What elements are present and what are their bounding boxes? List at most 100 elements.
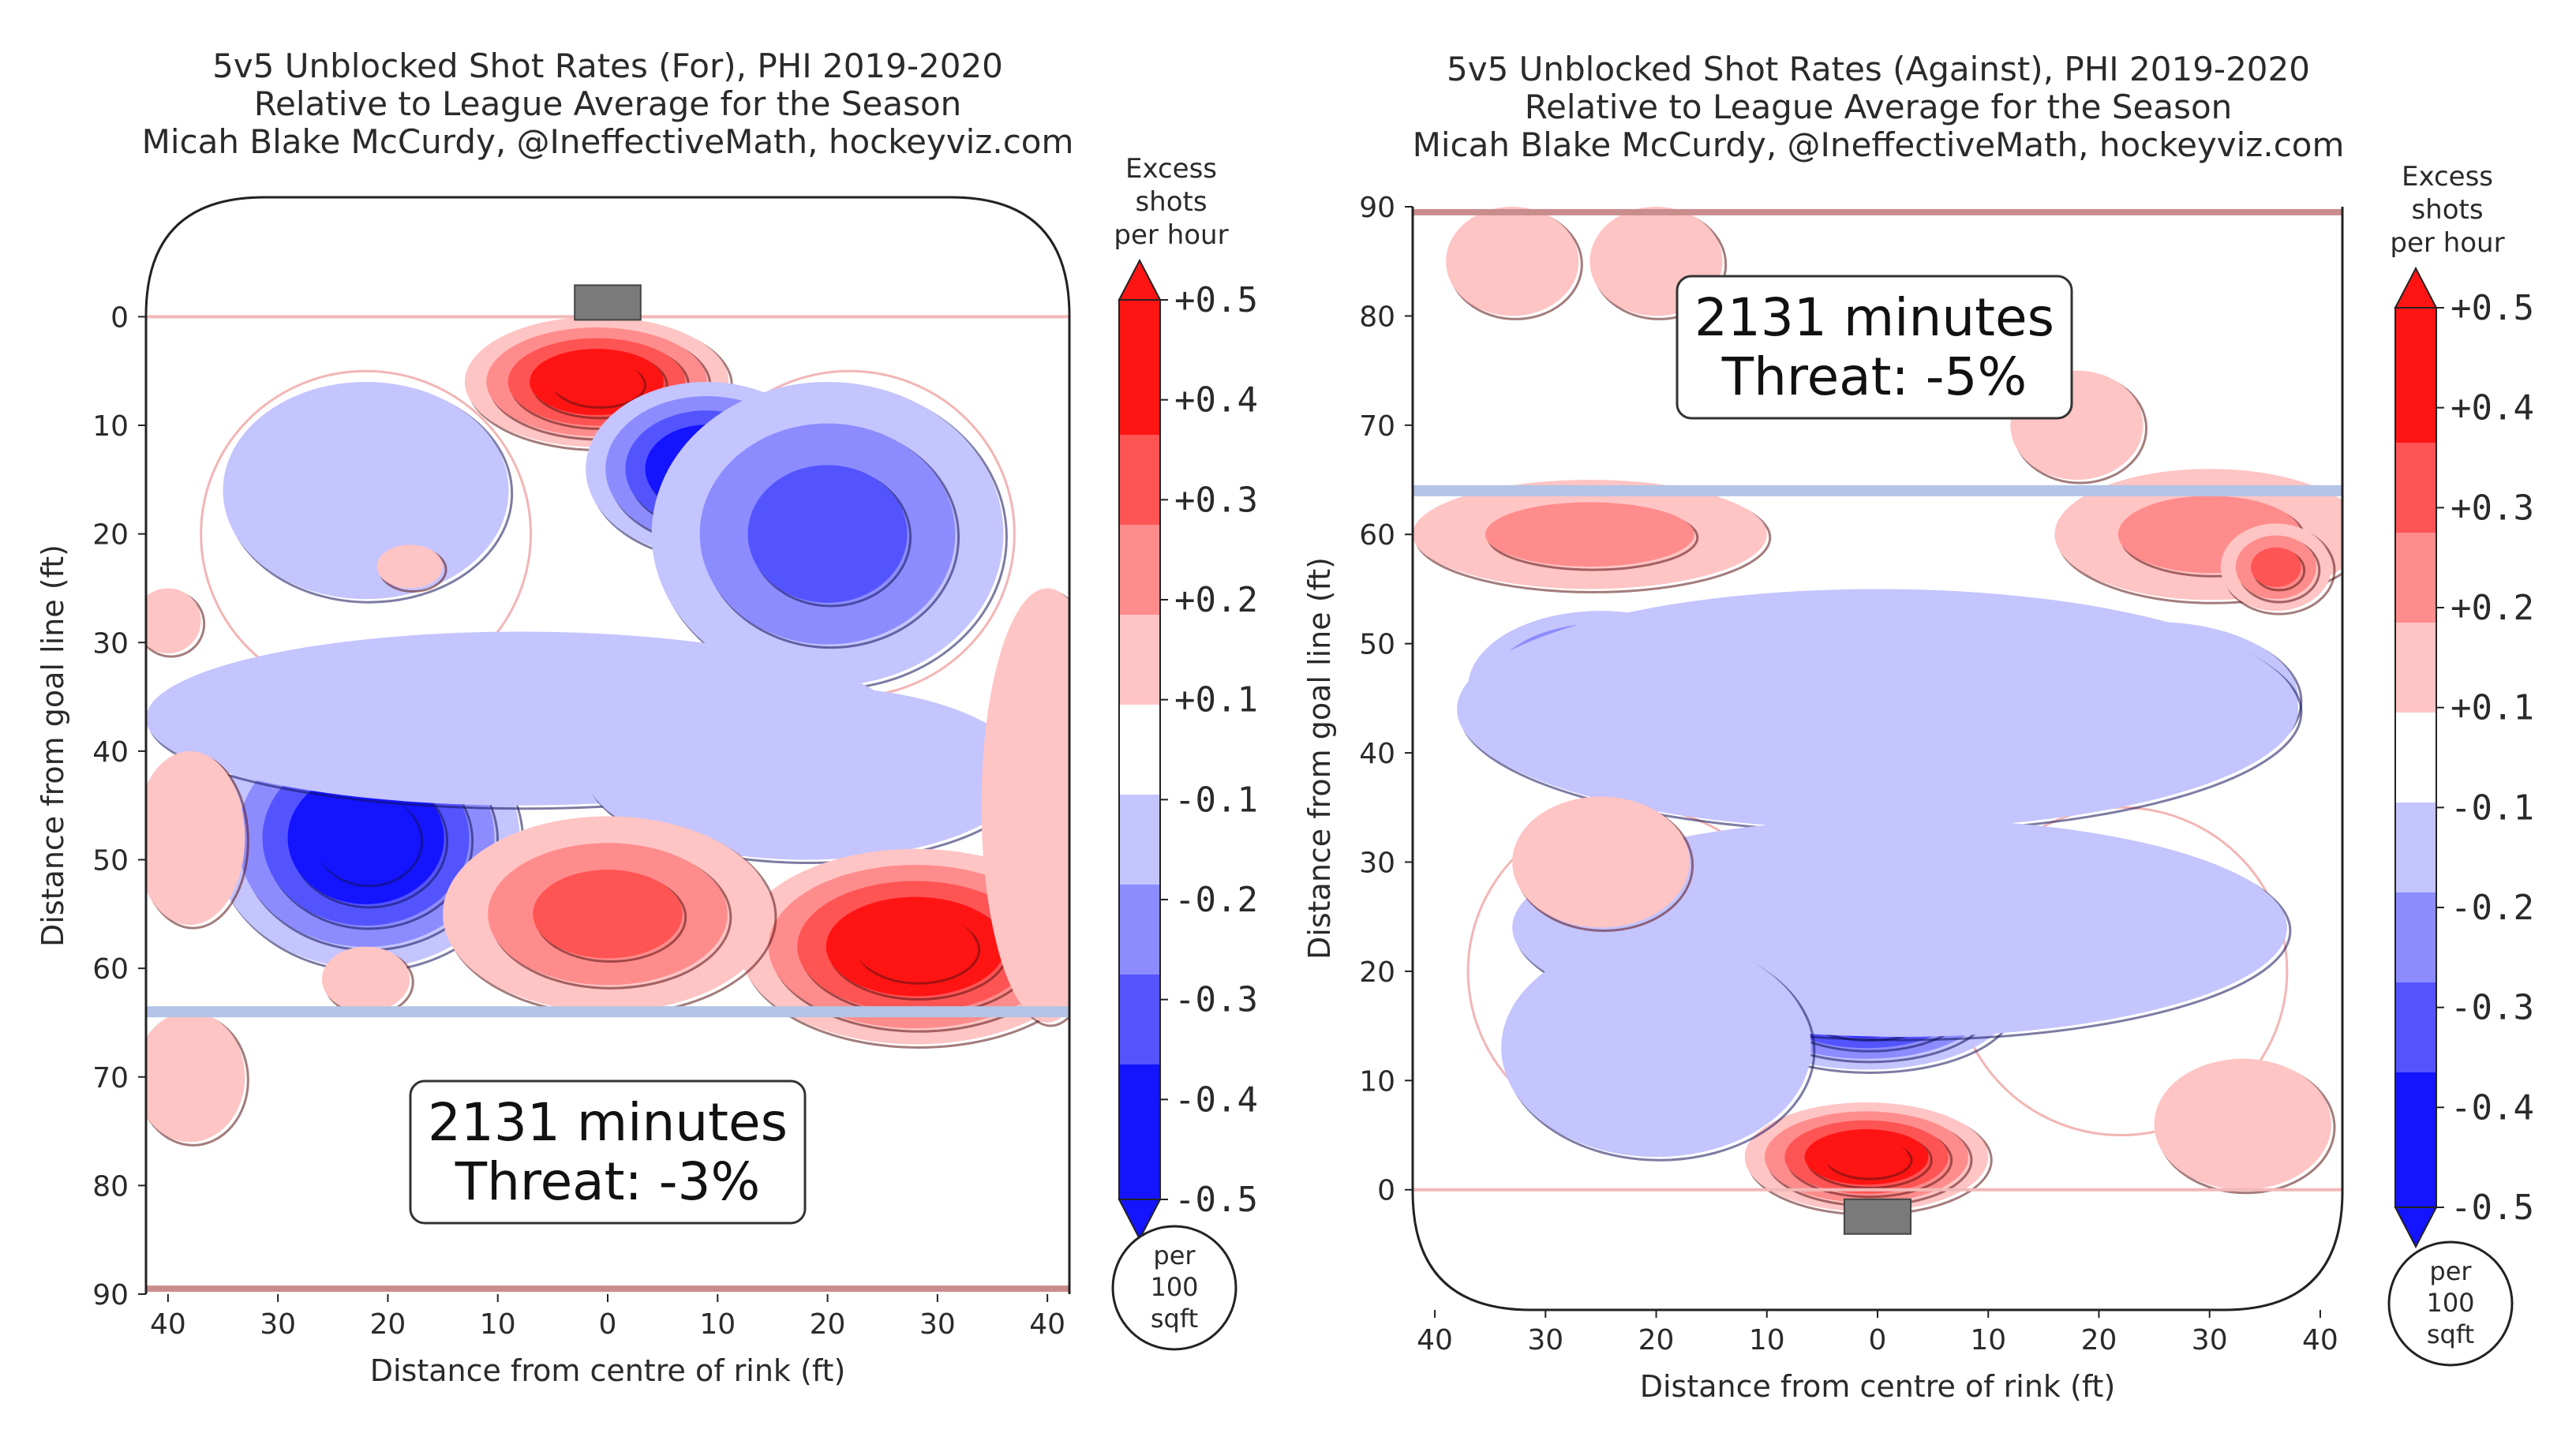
shots-against-panel: 5v5 Unblocked Shot Rates (Against), PHI … bbox=[1302, 50, 2534, 1404]
y-tick-label: 40 bbox=[92, 736, 129, 769]
colorbar-tick-label: +0.5 bbox=[2451, 288, 2534, 328]
x-tick-label: 40 bbox=[150, 1308, 186, 1341]
shot-rate-region bbox=[1744, 1102, 1993, 1216]
x-tick-label: 30 bbox=[1527, 1324, 1563, 1356]
shot-rate-region bbox=[223, 381, 514, 604]
y-tick-label: 0 bbox=[110, 301, 129, 334]
colorbar-tick-label: -0.2 bbox=[1174, 880, 1258, 920]
chart-title-line: Relative to League Average for the Seaso… bbox=[1525, 88, 2233, 126]
y-tick-label: 30 bbox=[1359, 847, 1395, 879]
colorbar-tick-label: +0.3 bbox=[1174, 480, 1258, 520]
x-axis-label: Distance from centre of rink (ft) bbox=[370, 1353, 846, 1388]
colorbar-segment bbox=[2395, 623, 2436, 713]
axis-ticks: 40 30 20 10 0 10 20 30 40 0 10 20 30 40 50 60 70 80 90 bbox=[1359, 192, 2338, 1356]
rink-outline bbox=[144, 196, 1071, 1294]
x-tick-label: 0 bbox=[599, 1308, 617, 1341]
colorbar-tick-label: +0.3 bbox=[2451, 488, 2534, 528]
y-tick-label: 20 bbox=[1359, 956, 1395, 989]
colorbar-segment bbox=[1119, 705, 1160, 795]
colorbar-segment bbox=[1119, 615, 1160, 705]
y-tick-label: 50 bbox=[92, 845, 129, 877]
annotation-line: 2131 minutes bbox=[1694, 287, 2054, 348]
unit-text-line: sqft bbox=[1151, 1304, 1198, 1334]
x-tick-label: 20 bbox=[370, 1308, 406, 1341]
y-tick-label: 20 bbox=[92, 519, 129, 552]
colorbar-tick-label: +0.4 bbox=[1174, 380, 1258, 421]
y-tick-label: 70 bbox=[1359, 410, 1395, 443]
colorbar-tick-label: -0.3 bbox=[2451, 988, 2534, 1028]
colorbar-segment bbox=[2395, 982, 2436, 1072]
shot-rate-region bbox=[2220, 523, 2336, 615]
shot-rate-region bbox=[739, 848, 1069, 1049]
y-axis-label: Distance from goal line (ft) bbox=[36, 544, 70, 947]
x-tick-label: 30 bbox=[919, 1308, 956, 1341]
shot-rate-region bbox=[1501, 938, 1816, 1162]
chart-title-line: Micah Blake McCurdy, @IneffectiveMath, h… bbox=[1413, 125, 2345, 164]
colorbar-segment bbox=[2395, 1072, 2436, 1207]
chart-title-line: Micah Blake McCurdy, @IneffectiveMath, h… bbox=[142, 122, 1074, 161]
x-tick-label: 10 bbox=[1749, 1324, 1785, 1356]
goal-net bbox=[574, 284, 642, 321]
colorbar-segment bbox=[2395, 713, 2436, 803]
unit-text-line: sqft bbox=[2427, 1319, 2474, 1349]
unit-text-line: per bbox=[1153, 1240, 1196, 1270]
colorbar-tick-label: +0.2 bbox=[1174, 580, 1258, 620]
annotation-line: Threat: -3% bbox=[455, 1151, 761, 1212]
x-tick-label: 20 bbox=[1638, 1324, 1675, 1356]
colorbar-title: Excess bbox=[2402, 161, 2493, 193]
y-tick-label: 40 bbox=[1359, 738, 1395, 770]
goal-line bbox=[1413, 1188, 2342, 1192]
rink-field bbox=[146, 197, 1069, 1294]
y-tick-label: 80 bbox=[1359, 301, 1395, 333]
x-tick-label: 10 bbox=[480, 1308, 516, 1341]
shot-rate-region bbox=[146, 750, 249, 930]
y-tick-label: 0 bbox=[1377, 1175, 1395, 1207]
x-tick-label: 20 bbox=[2081, 1324, 2117, 1356]
y-tick-label: 30 bbox=[92, 627, 129, 660]
y-tick-label: 50 bbox=[1359, 629, 1395, 661]
y-tick-label: 90 bbox=[1359, 192, 1395, 224]
x-axis-label: Distance from centre of rink (ft) bbox=[1640, 1369, 2116, 1404]
y-tick-label: 60 bbox=[92, 953, 129, 986]
colorbar-segment bbox=[1119, 1064, 1160, 1199]
colorbar-tick-label: -0.1 bbox=[2451, 788, 2534, 828]
shot-rate-region bbox=[146, 588, 206, 658]
axis-ticks: 40 30 20 10 0 10 20 30 40 0 10 20 30 40 50 60 70 80 90 bbox=[92, 301, 1065, 1341]
unit-text-line: per bbox=[2429, 1256, 2472, 1286]
end-line bbox=[146, 1285, 1069, 1293]
shot-rate-region bbox=[376, 544, 447, 593]
y-axis-label: Distance from goal line (ft) bbox=[1302, 557, 1337, 960]
blue-line bbox=[1413, 485, 2342, 496]
colorbar-tick-label: +0.5 bbox=[1174, 280, 1258, 320]
colorbar-segment bbox=[1119, 525, 1160, 615]
colorbar-tick-label: +0.1 bbox=[2451, 688, 2534, 728]
colorbar-segment bbox=[2395, 892, 2436, 982]
x-tick-label: 20 bbox=[810, 1308, 846, 1341]
colorbar-title: per hour bbox=[1114, 219, 1228, 251]
colorbar-segment bbox=[1119, 435, 1160, 525]
x-tick-label: 40 bbox=[1029, 1308, 1065, 1341]
colorbar-tick-label: +0.4 bbox=[2451, 388, 2534, 428]
goal-net bbox=[1843, 1198, 1912, 1235]
y-tick-label: 60 bbox=[1359, 519, 1395, 552]
colorbar-tick-label: +0.2 bbox=[2451, 588, 2534, 628]
colorbar-tick-label: -0.5 bbox=[2451, 1188, 2534, 1228]
unit-text-line: 100 bbox=[1150, 1272, 1198, 1302]
colorbar-tick-label: -0.3 bbox=[1174, 980, 1258, 1020]
end-line bbox=[1413, 208, 2342, 215]
colorbar-segment bbox=[1119, 885, 1160, 975]
colorbar-title: Excess bbox=[1125, 153, 1217, 185]
colorbar-tick-label: -0.4 bbox=[2451, 1087, 2534, 1128]
colorbar-tick-label: +0.1 bbox=[1174, 680, 1258, 720]
colorbar-tick-label: -0.4 bbox=[1174, 1079, 1258, 1120]
x-tick-label: 30 bbox=[260, 1308, 296, 1341]
x-tick-label: 10 bbox=[1970, 1324, 2006, 1356]
colorbar-title: shots bbox=[1135, 186, 1207, 218]
colorbar-tick-label: -0.2 bbox=[2451, 888, 2534, 928]
